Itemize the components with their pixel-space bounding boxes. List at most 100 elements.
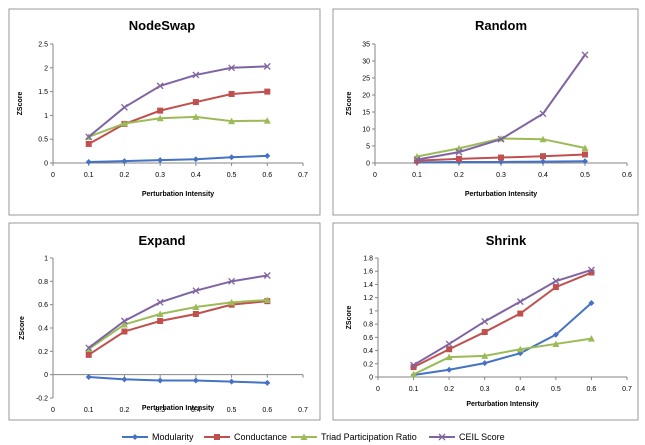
series-line (88, 65, 268, 138)
x-tick-label: 0.6 (262, 172, 272, 179)
x-tick-label: 0.1 (412, 172, 422, 179)
series-triad-participation-ratio (85, 113, 271, 140)
x-tick-label: 0.2 (454, 172, 464, 179)
x-tick-label: 0.1 (409, 386, 419, 393)
data-point (192, 287, 200, 295)
y-tick-label: 35 (362, 42, 370, 49)
data-point (263, 117, 271, 124)
series-triad-participation-ratio (410, 335, 595, 378)
y-tick-label: -0.2 (36, 396, 48, 403)
x-tick-label: 0.7 (298, 172, 308, 179)
y-tick-label: 1.6 (363, 269, 373, 276)
data-point (446, 366, 453, 373)
data-point (516, 298, 524, 306)
data-point (228, 378, 235, 385)
panel-frame (332, 8, 639, 216)
data-point (264, 152, 271, 159)
data-point (263, 272, 271, 279)
legend-entry-conductance: Conductance (204, 432, 287, 442)
x-tick-label: 0.2 (120, 172, 130, 179)
x-tick-label: 0.6 (622, 172, 632, 179)
legend-label: Modularity (152, 432, 194, 442)
y-tick-label: 0.2 (38, 349, 48, 356)
y-tick-label: 0.8 (38, 279, 48, 286)
x-tick-label: 0.2 (120, 407, 130, 414)
y-tick-label: 20 (362, 93, 370, 100)
y-tick-label: 0.6 (363, 335, 373, 342)
data-point (85, 133, 93, 141)
y-tick-label: 1 (369, 308, 373, 315)
data-point (581, 51, 589, 59)
series-conductance (410, 269, 595, 371)
x-axis-label: Perturbation Intensity (466, 401, 538, 408)
x-tick-label: 0.3 (155, 407, 165, 414)
data-point (263, 62, 271, 70)
x-tick-label: 0.7 (298, 407, 308, 414)
data-point (228, 154, 235, 161)
legend-entry-modularity: Modularity (122, 432, 194, 442)
chart-panel-nodeswap: NodeSwap 0 0.5 1 1.5 2 2.5 0 0.1 0.2 0.3 0.4 0.5 0.6 0… (8, 8, 321, 216)
panel-frame (8, 8, 321, 216)
chart-title: Shrink (486, 233, 527, 248)
chart-panel-expand: Expand-0.200.20.40.60.810 0.1 0.2 0.3 0.4 0.5… (8, 222, 321, 421)
x-tick-label: 0.6 (262, 407, 272, 414)
x-tick-label: 0.4 (538, 172, 548, 179)
chart-panels: NodeSwap 0 0.5 1 1.5 2 2.5 0 0.1 0.2 0.3 0.4 0.5 0.6 0… (8, 8, 639, 421)
data-point (157, 318, 164, 324)
x-tick-label: 0 (51, 407, 55, 414)
y-tick-label: 1 (44, 256, 48, 263)
data-point (410, 370, 418, 378)
data-point (192, 99, 199, 106)
data-point (85, 374, 92, 380)
data-point (192, 156, 199, 163)
data-point (552, 277, 560, 285)
series-line (413, 302, 593, 377)
data-point (264, 88, 271, 95)
series-ceil-score (413, 51, 589, 164)
x-tick-label: 0 (51, 172, 55, 179)
legend-marker (132, 434, 138, 440)
data-point (481, 318, 489, 325)
series-line (413, 271, 592, 368)
data-point (192, 113, 200, 120)
data-point (192, 303, 200, 310)
data-point (517, 310, 524, 317)
series-line (88, 299, 268, 350)
y-tick-label: 5 (366, 144, 370, 151)
series-ceil-score (85, 62, 271, 141)
y-tick-label: 1.2 (363, 295, 373, 302)
series-modularity (85, 374, 271, 386)
data-point (85, 351, 92, 358)
data-point (582, 151, 588, 158)
chart-title: Expand (139, 233, 186, 248)
data-point (446, 346, 453, 353)
x-axis-label: Perturbation Intensity (142, 405, 214, 412)
series-line (413, 268, 592, 366)
y-tick-label: 15 (362, 110, 370, 117)
data-point (156, 310, 164, 317)
data-point (263, 296, 271, 303)
y-tick-label: 1.8 (363, 256, 373, 263)
x-axis-label: Perturbation Intensity (142, 191, 214, 198)
x-tick-label: 0.1 (84, 407, 94, 414)
series-conductance (414, 151, 588, 164)
x-tick-label: 0 (373, 172, 377, 179)
data-point (588, 299, 595, 306)
x-tick-label: 0.4 (191, 172, 201, 179)
data-point (540, 158, 546, 165)
data-point (120, 103, 128, 111)
data-point (156, 82, 164, 90)
x-tick-label: 0.3 (155, 172, 165, 179)
legend-label: CEIL Score (459, 432, 505, 442)
x-tick-label: 0.5 (227, 407, 237, 414)
x-tick-label: 0.6 (587, 386, 597, 393)
data-point (121, 376, 128, 383)
data-point (587, 266, 595, 274)
series-ceil-score (85, 272, 271, 352)
y-axis-label: ZScore (19, 316, 26, 340)
data-point (228, 117, 236, 125)
data-point (552, 340, 560, 347)
data-point (540, 153, 546, 160)
series-line (88, 376, 268, 384)
data-point (85, 344, 93, 352)
